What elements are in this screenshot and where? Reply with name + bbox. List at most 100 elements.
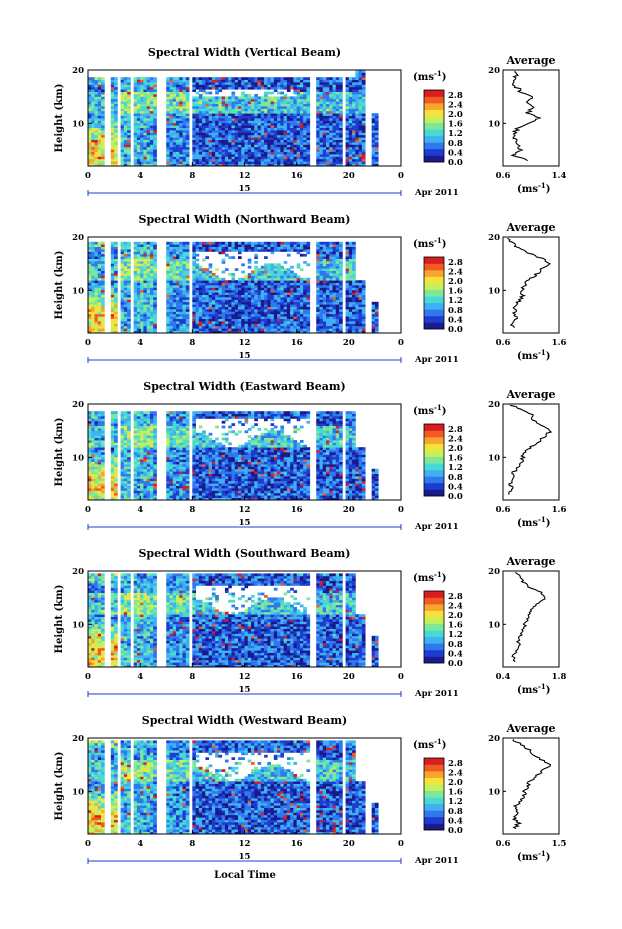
heatmap-cell xyxy=(326,313,330,317)
heatmap-cell xyxy=(91,301,95,305)
heatmap-cell xyxy=(205,321,210,324)
heatmap-cell xyxy=(88,316,92,319)
heatmap-cell xyxy=(237,304,242,307)
heatmap-cell xyxy=(322,79,327,83)
heatmap-cell xyxy=(345,156,350,160)
heatmap-cell xyxy=(185,273,190,276)
heatmap-cell xyxy=(110,241,115,245)
heatmap-cell xyxy=(101,311,105,315)
heatmap-cell xyxy=(237,321,242,324)
heatmap-cell xyxy=(172,86,177,90)
heatmap-cell xyxy=(277,241,281,245)
heatmap-cell xyxy=(296,103,301,107)
heatmap-cell xyxy=(260,301,265,305)
heatmap-cell xyxy=(172,330,177,334)
heatmap-cell xyxy=(277,122,281,126)
heatmap-cell xyxy=(270,241,275,245)
heatmap-cell xyxy=(270,127,275,131)
heatmap-cell xyxy=(319,137,324,140)
heatmap-cell xyxy=(208,125,213,128)
heatmap-cell xyxy=(94,270,99,274)
heatmap-cell xyxy=(101,328,105,331)
heatmap-cell xyxy=(237,144,242,148)
heatmap-cell xyxy=(114,163,118,167)
heatmap-cell xyxy=(211,96,216,100)
heatmap-cell xyxy=(319,149,324,152)
heatmap-cell xyxy=(306,77,311,80)
heatmap-cell xyxy=(166,137,170,140)
heatmap-cell xyxy=(176,301,180,305)
heatmap-cell xyxy=(205,154,210,157)
heatmap-cell xyxy=(264,321,268,324)
heatmap-cell xyxy=(176,313,180,317)
heatmap-cell xyxy=(114,294,118,298)
heatmap-cell xyxy=(339,137,343,140)
heatmap-cell xyxy=(91,84,95,88)
heatmap-cell xyxy=(169,321,174,324)
heatmap-cell xyxy=(241,161,245,164)
heatmap-cell xyxy=(221,158,226,162)
heatmap-cell xyxy=(329,273,333,276)
heatmap-cell xyxy=(374,125,379,128)
heatmap-cell xyxy=(329,137,333,140)
heatmap-cell xyxy=(332,108,337,112)
heatmap-cell xyxy=(136,275,141,279)
heatmap-cell xyxy=(352,113,356,116)
heatmap-cell xyxy=(290,110,294,114)
heatmap-cell xyxy=(97,297,102,300)
heatmap-cell xyxy=(146,125,151,128)
heatmap-cell xyxy=(361,127,366,131)
heatmap-cell xyxy=(146,285,151,288)
heatmap-cell xyxy=(153,89,157,92)
heatmap-cell xyxy=(329,82,333,85)
heatmap-cell xyxy=(182,261,187,264)
heatmap-cell xyxy=(257,146,262,150)
heatmap-cell xyxy=(208,285,213,288)
heatmap-cell xyxy=(273,163,278,167)
heatmap-cell xyxy=(260,285,265,288)
heatmap-cell xyxy=(237,82,242,85)
heatmap-cell xyxy=(91,275,95,279)
heatmap-cell xyxy=(296,287,301,291)
heatmap-cell xyxy=(198,132,203,136)
heatmap-cell xyxy=(133,318,138,322)
heatmap-cell xyxy=(254,253,258,257)
heatmap-cell xyxy=(169,263,174,267)
heatmap-cell xyxy=(179,77,183,80)
heatmap-cell xyxy=(169,132,174,136)
heatmap-cell xyxy=(182,328,187,331)
heatmap-cell xyxy=(153,118,157,121)
heatmap-cell xyxy=(215,244,219,247)
heatmap-cell xyxy=(143,253,148,257)
heatmap-cell xyxy=(257,273,262,276)
heatmap-cell xyxy=(237,106,242,109)
heatmap-cell xyxy=(277,294,281,298)
heatmap-cell xyxy=(169,261,174,264)
heatmap-cell xyxy=(355,146,360,150)
heatmap-cell xyxy=(290,323,294,327)
heatmap-cell xyxy=(273,118,278,121)
heatmap-cell xyxy=(234,106,239,109)
heatmap-cell xyxy=(136,309,141,312)
heatmap-cell xyxy=(179,268,183,271)
heatmap-cell xyxy=(237,246,242,250)
heatmap-cell xyxy=(149,292,154,295)
heatmap-cell xyxy=(355,77,360,80)
heatmap-cell xyxy=(306,154,311,157)
heatmap-cell xyxy=(257,142,262,145)
heatmap-cell xyxy=(286,285,291,288)
heatmap-cell xyxy=(224,103,229,107)
heatmap-cell xyxy=(296,101,301,104)
heatmap-cell xyxy=(172,249,177,252)
heatmap-cell xyxy=(371,130,376,133)
panel-title: Spectral Width (Vertical Beam) xyxy=(148,46,341,59)
heatmap-cell xyxy=(283,323,288,327)
heatmap-cell xyxy=(110,106,115,109)
heatmap-cell xyxy=(176,113,180,116)
heatmap-cell xyxy=(198,328,203,331)
heatmap-cell xyxy=(277,246,281,250)
heatmap-cell xyxy=(244,94,249,97)
heatmap-cell xyxy=(224,309,229,312)
heatmap-cell xyxy=(166,294,170,298)
heatmap-cell xyxy=(114,282,118,286)
